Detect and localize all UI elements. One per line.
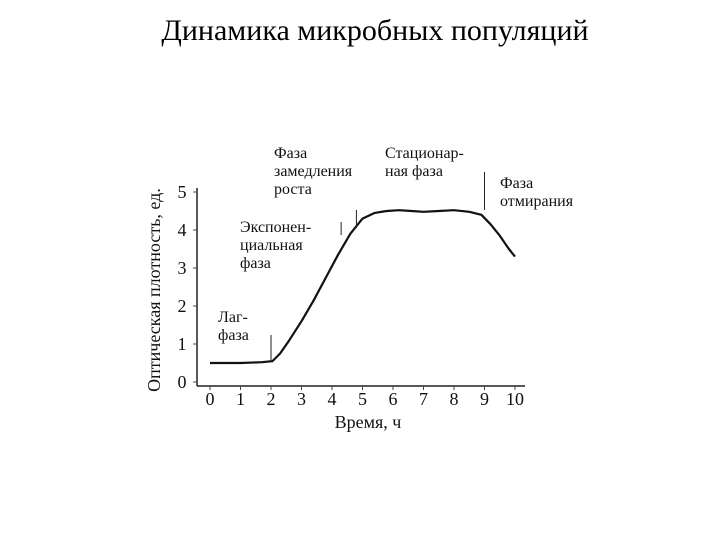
phase-label-line: фаза xyxy=(240,255,271,272)
x-tick-label: 0 xyxy=(206,389,215,409)
x-tick-label: 6 xyxy=(389,389,398,409)
x-tick-label: 10 xyxy=(506,389,524,409)
y-tick-label: 2 xyxy=(178,296,187,316)
y-tick-label: 3 xyxy=(178,258,187,278)
x-tick-label: 3 xyxy=(297,389,306,409)
phase-label-line: циальная xyxy=(240,237,303,254)
phase-label-line: отмирания xyxy=(500,193,574,210)
y-axis-label: Оптическая плотность, ед. xyxy=(144,188,164,392)
y-tick-label: 5 xyxy=(178,182,187,202)
phase-label-line: Фаза xyxy=(274,145,307,162)
y-tick-label: 0 xyxy=(178,372,187,392)
y-tick-label: 4 xyxy=(178,220,187,240)
x-axis-label: Время, ч xyxy=(335,412,402,432)
phase-label-line: замедления xyxy=(274,163,353,180)
x-tick-label: 2 xyxy=(267,389,276,409)
x-tick-label: 4 xyxy=(328,389,337,409)
phase-label-line: фаза xyxy=(218,327,249,344)
x-tick-label: 5 xyxy=(358,389,367,409)
x-tick-label: 9 xyxy=(480,389,489,409)
phase-annotation: Стационар-ная фаза xyxy=(385,145,485,210)
y-tick-label: 1 xyxy=(178,334,187,354)
growth-curve-line xyxy=(210,209,516,365)
x-tick-label: 1 xyxy=(236,389,245,409)
phase-label-line: Экспонен- xyxy=(240,219,311,236)
phase-label-line: Лаг- xyxy=(218,309,248,326)
phase-label-line: роста xyxy=(274,181,312,198)
x-tick-label: 7 xyxy=(419,389,428,409)
phase-label-line: Фаза xyxy=(500,175,533,192)
phase-annotation: Лаг-фаза xyxy=(218,309,272,362)
phase-label-line: ная фаза xyxy=(385,163,443,180)
phase-label-line: Стационар- xyxy=(385,145,464,162)
x-tick-label: 8 xyxy=(450,389,459,409)
page-title: Динамика микробных популяций xyxy=(161,14,589,47)
